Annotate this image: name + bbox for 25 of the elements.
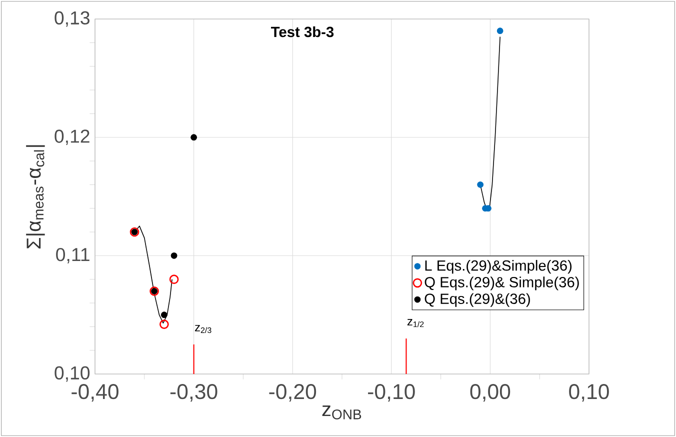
chart-title: Test 3b-3 (270, 26, 334, 38)
annotation: z$_{1/2}$ (407, 319, 424, 328)
y-tick-label: 0,12 (54, 130, 90, 146)
point (496, 28, 504, 34)
legend-label: L Eqs.(29)&Simple(36) (425, 260, 572, 274)
x-tick-label: -0,40 (72, 384, 118, 402)
y-axis-title: Σ|α$_{meas}$-α$_{cal}$| (26, 145, 45, 248)
x-tick-label: -0,30 (170, 384, 218, 402)
y-tick-label: 0,10 (54, 366, 90, 382)
x-tick-label: -0,10 (368, 384, 415, 402)
point (169, 274, 179, 284)
legend-label: Q Eqs.(29)& Simple(36) (424, 276, 579, 290)
point (159, 320, 169, 329)
x-tick-label: 0,00 (470, 384, 510, 402)
x-axis-title: z$_{ONB}$ (322, 405, 362, 420)
point (160, 312, 168, 318)
point (170, 252, 178, 259)
x-tick-label: -0,20 (269, 384, 316, 402)
annotation: z$_{2/3}$ (194, 324, 212, 334)
y-tick-label: 0,13 (54, 11, 90, 27)
legend-label: Q Eqs.(29)&(36) (424, 293, 530, 307)
x-tick-label: 0,10 (569, 384, 609, 402)
point (190, 134, 198, 141)
point (477, 181, 484, 188)
y-tick-label: 0,11 (56, 248, 90, 264)
